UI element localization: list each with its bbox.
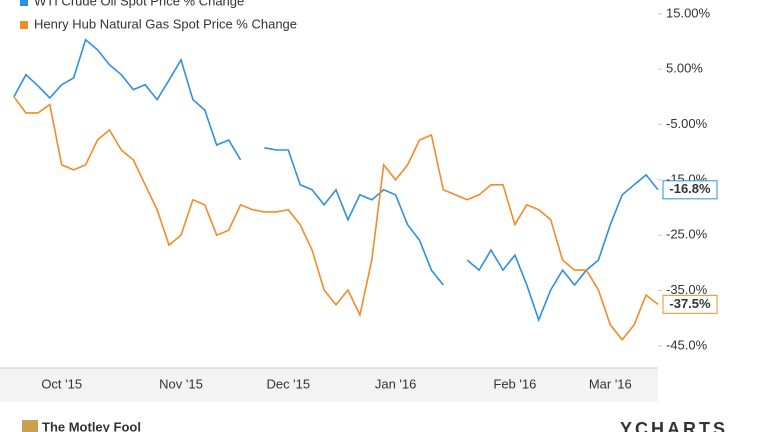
legend-label: Henry Hub Natural Gas Spot Price % Chang… [34,16,297,31]
end-label-box [662,180,718,200]
legend-label: WTI Crude Oil Spot Price % Change [34,0,244,8]
y-tick-label: 15.00% [666,5,711,20]
footer-right: YCHARTS [620,419,728,432]
y-tick-label: -25.0% [666,227,708,242]
y-tick-label: 5.00% [666,61,703,76]
y-tick-label: -5.00% [666,116,708,131]
y-tick-label: -35.0% [666,282,708,297]
x-tick-label: Nov '15 [159,376,203,391]
x-tick-label: Dec '15 [266,376,310,391]
footer-left: The Motley Fool [42,419,141,432]
y-tick-label: -45.0% [666,337,708,352]
x-axis-band [0,368,658,402]
legend-swatch [20,0,28,6]
end-label: -16.8% [669,181,711,196]
x-tick-label: Jan '16 [375,376,417,391]
x-tick-label: Oct '15 [41,376,82,391]
x-tick-label: Feb '16 [493,376,536,391]
end-label: -37.5% [669,296,711,311]
series-line [13,96,659,342]
x-tick-label: Mar '16 [589,376,632,391]
footer-logo [22,420,38,432]
series-line [13,38,659,323]
legend-swatch [20,21,28,29]
plot: 15.00%5.00%-5.00%-15.0%-25.0%-35.0%-45.0… [13,0,718,391]
end-label-box [662,294,718,314]
